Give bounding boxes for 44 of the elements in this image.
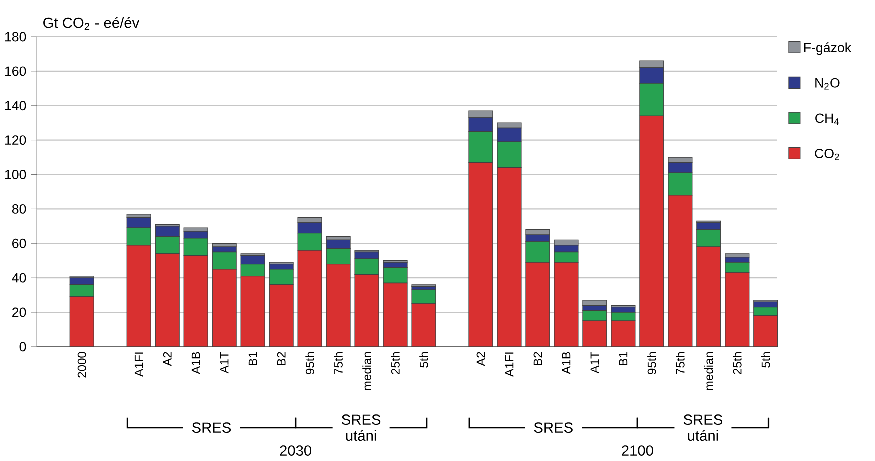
x-tick-label: B1: [248, 352, 258, 366]
y-tick-label: 120: [5, 136, 26, 146]
x-tick-label: A1B: [562, 352, 571, 374]
x-tick-label: 25th: [391, 352, 400, 374]
x-tick-label: B2: [534, 352, 542, 366]
y-tick-label: 100: [5, 170, 26, 180]
x-tick-label: 25th: [732, 352, 742, 374]
x-tick-label: median: [704, 352, 714, 390]
text: SRES utáni: [684, 414, 722, 442]
y-tick-label: 80: [12, 204, 26, 214]
y-tick-label: 0: [20, 342, 26, 352]
legend-label: N$_{2}$O: [816, 78, 840, 90]
text: 2100: [622, 446, 654, 456]
y-tick-label: 180: [5, 32, 26, 42]
legend-label: F-gázok: [804, 42, 852, 56]
text: SRES: [534, 422, 573, 434]
y-tick-label: 160: [5, 66, 26, 76]
text: 2030: [280, 446, 312, 456]
x-tick-label: A1FI: [505, 352, 514, 378]
x-tick-label: A1T: [220, 352, 229, 374]
text: SRES: [192, 422, 232, 434]
x-tick-label: 5th: [420, 352, 428, 368]
y-tick-label: 20: [12, 308, 26, 318]
y-tick-label: 60: [12, 238, 26, 248]
x-tick-label: A2: [163, 352, 172, 366]
x-tick-label: A1FI: [134, 352, 144, 378]
x-tick-label: 5th: [761, 352, 770, 368]
x-tick-label: 2000: [78, 352, 86, 378]
x-tick-label: 75th: [334, 352, 343, 374]
x-tick-label: 95th: [648, 352, 656, 374]
x-tick-label: A1T: [590, 352, 600, 374]
legend-label: CO$_{2}$: [815, 149, 840, 160]
y-axis-title: Gt CO$_{2}$ - eé/év: [44, 17, 140, 30]
x-tick-label: median: [362, 352, 372, 390]
x-tick-label: A2: [476, 352, 486, 366]
x-tick-label: B2: [277, 352, 286, 366]
x-tick-label: 95th: [306, 352, 314, 374]
legend-label: CH$_{4}$: [816, 114, 840, 126]
x-tick-label: 75th: [676, 352, 685, 374]
y-tick-label: 40: [12, 273, 26, 283]
x-tick-label: B1: [619, 352, 628, 366]
y-tick-label: 140: [5, 101, 26, 111]
x-tick-label: A1B: [192, 352, 200, 374]
text: SRES utáni: [342, 414, 381, 442]
